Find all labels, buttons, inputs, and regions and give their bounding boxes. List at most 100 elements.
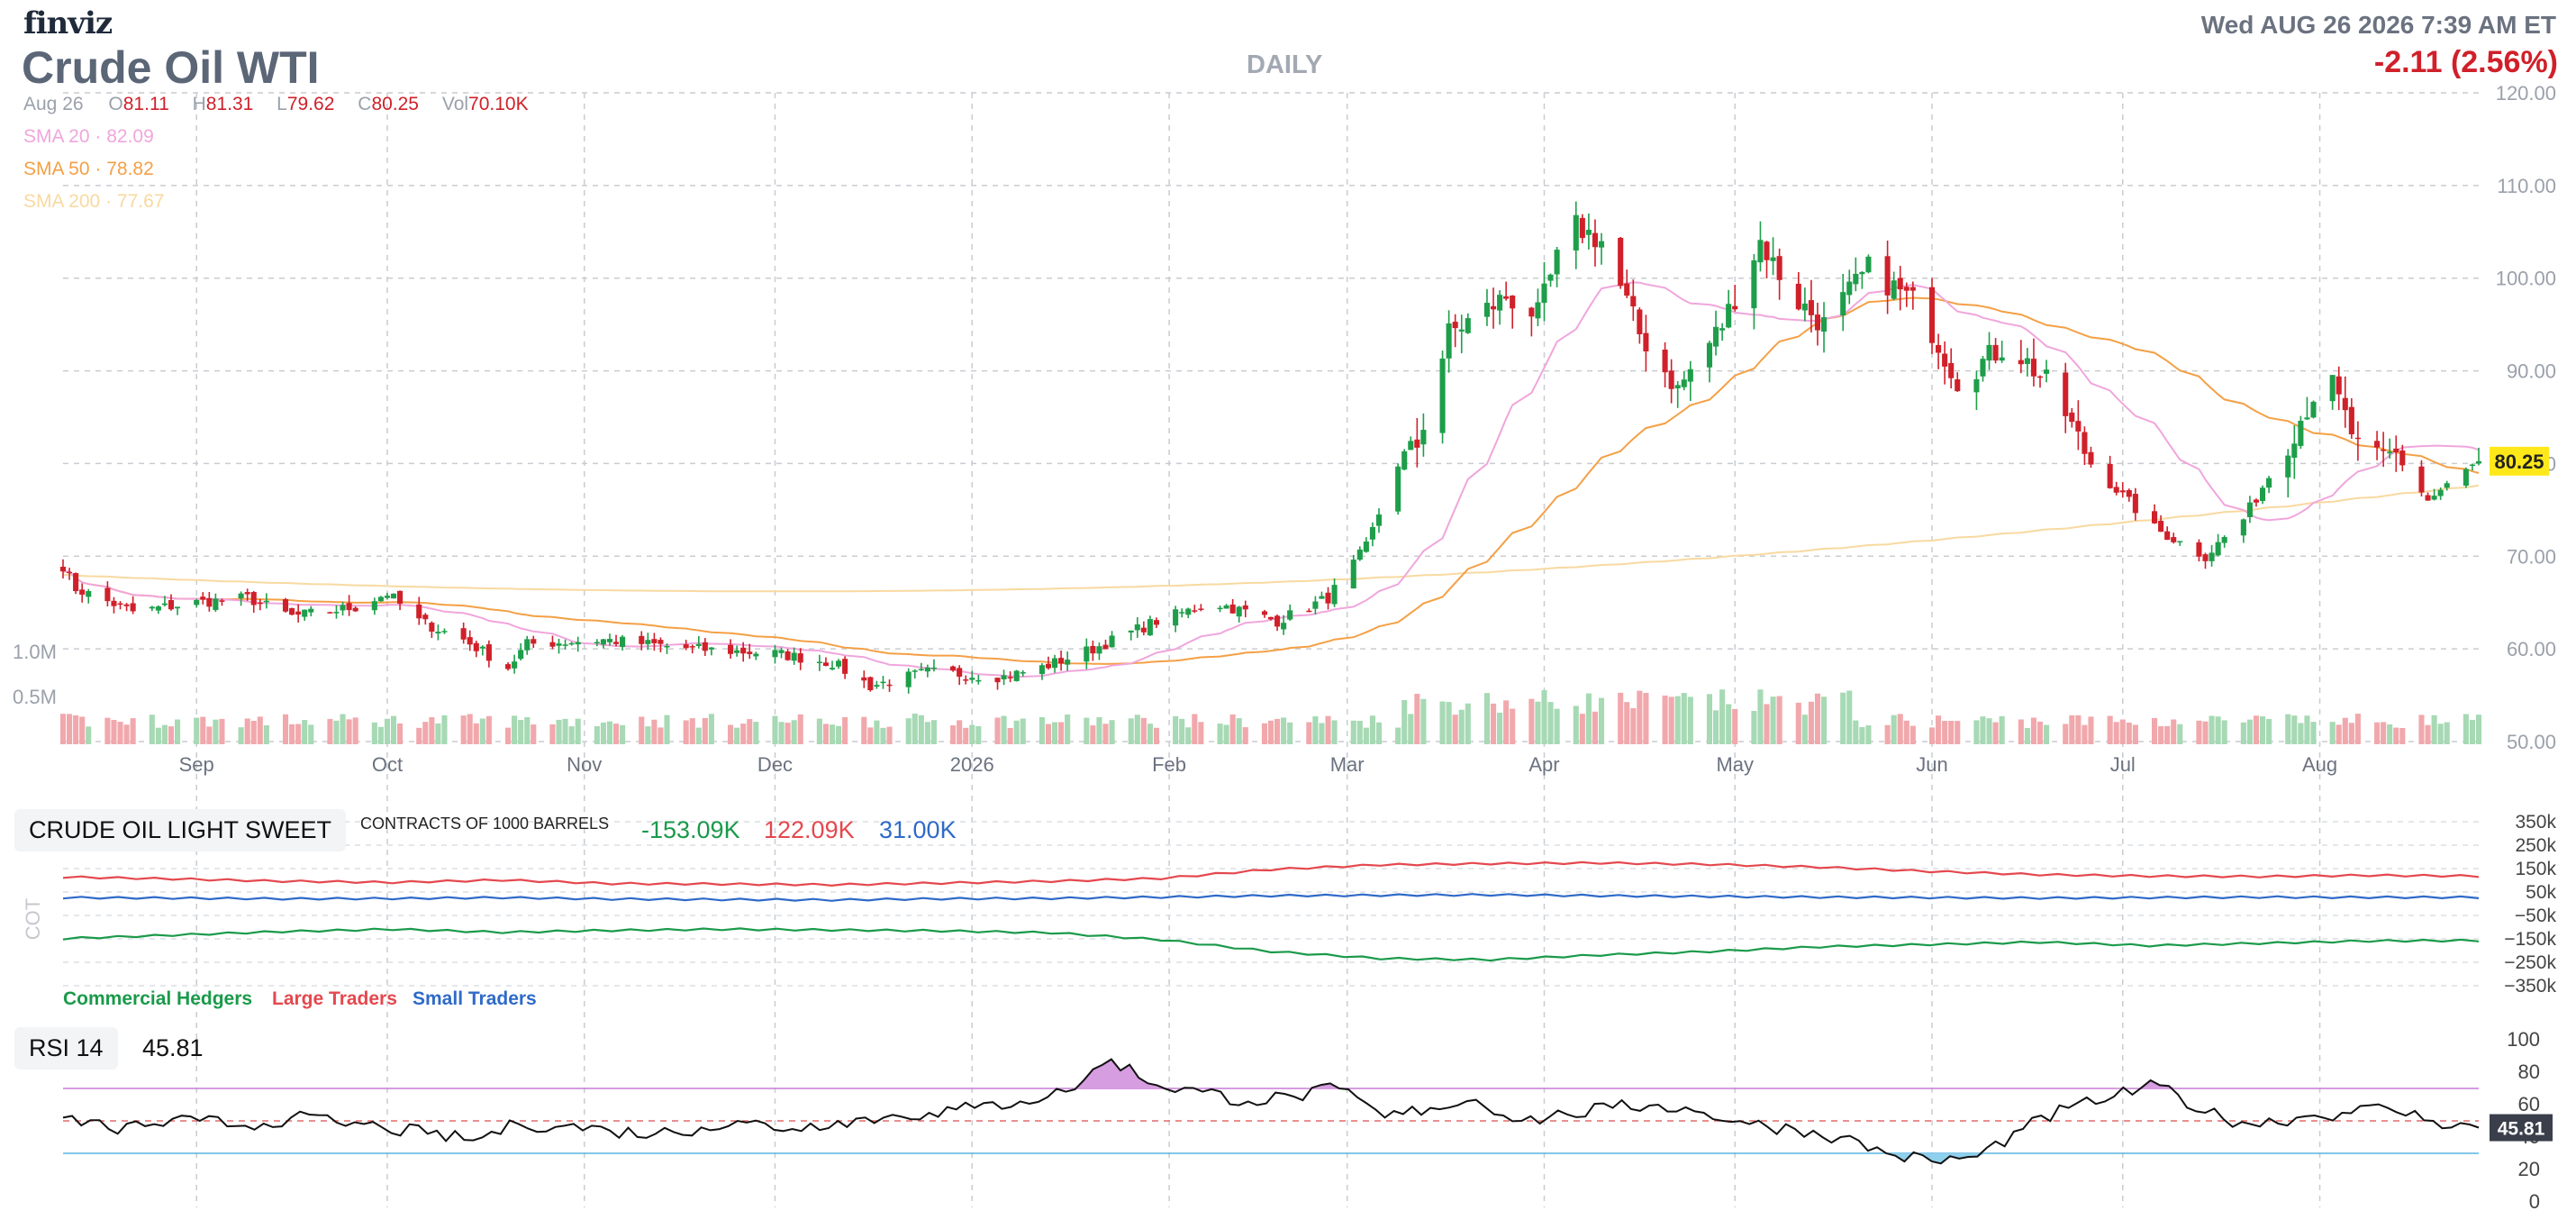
volume-bar [861, 716, 867, 744]
candle-body [594, 642, 600, 643]
cot-small-value: 31.00K [879, 816, 957, 843]
volume-bar [1223, 724, 1229, 744]
candle-body [1770, 257, 1776, 261]
candle-body [734, 650, 740, 653]
candle-body [664, 645, 670, 648]
volume-bar [1084, 717, 1090, 744]
high-value: 81.31 [205, 94, 254, 114]
volume-bar [2221, 720, 2227, 744]
candle-body [785, 651, 791, 660]
finviz-logo[interactable]: finviz [23, 5, 113, 41]
volume-bar [2437, 724, 2444, 744]
candle-body [2177, 541, 2183, 543]
candle-body [822, 662, 829, 666]
rsi-y-tick-label: 100 [2507, 1028, 2540, 1051]
rsi-panel-label[interactable]: RSI 14 [14, 1027, 118, 1070]
candle-body [1719, 328, 1726, 331]
volume-bar [346, 719, 352, 744]
candle-body [1375, 514, 1383, 526]
candle-body [702, 642, 708, 651]
candle-body [2431, 496, 2437, 500]
candle-body [1598, 241, 1605, 248]
cot-y-tick-label: 150k [2515, 859, 2556, 879]
volume-bar [302, 720, 308, 744]
candle-body [1585, 230, 1592, 235]
candle-body [600, 639, 606, 645]
candle-body [67, 571, 73, 574]
volume-bar [2463, 714, 2469, 744]
volume-bar [1547, 702, 1554, 744]
volume-bar [2044, 724, 2050, 744]
cot-y-tick-label: −150k [2504, 929, 2556, 950]
candle-body [531, 639, 537, 644]
y-tick-label: 70.00 [2507, 545, 2556, 568]
volume-bar [664, 715, 670, 744]
volume-bar [1624, 702, 1630, 744]
candle-body [200, 596, 206, 600]
candle-body [2082, 432, 2088, 454]
volume-bar [435, 723, 441, 744]
volume-bar [213, 719, 219, 744]
volume-bar [2171, 719, 2177, 744]
candle-body [460, 628, 467, 640]
candle-body [435, 632, 441, 634]
volume-bar [1630, 707, 1637, 744]
volume-bar [479, 718, 485, 744]
candle-body [612, 642, 620, 644]
x-tick-label: May [1716, 753, 1754, 776]
volume-bar [333, 720, 340, 744]
high-key: H [192, 94, 206, 114]
candle-body [1955, 378, 1961, 392]
candle-body [1980, 359, 1986, 377]
cot-panel-label[interactable]: CRUDE OIL LIGHT SWEET [14, 809, 347, 851]
sma-200-legend[interactable]: SMA 200 · 77.67 [23, 191, 165, 212]
rsi-line [62, 1058, 2480, 1165]
candle-body [1261, 611, 1267, 615]
sma-20-legend[interactable]: SMA 20 · 82.09 [23, 126, 154, 147]
sma-50-legend[interactable]: SMA 50 · 78.82 [23, 159, 154, 179]
candle-body [2266, 478, 2272, 488]
sma-50-line [62, 296, 2480, 665]
volume-bar [2063, 724, 2069, 744]
candle-body [1795, 283, 1801, 310]
candle-body [390, 593, 397, 599]
timeframe-label[interactable]: DAILY [1247, 50, 1323, 79]
volume-bar [1439, 701, 1446, 744]
y-tick-label: 110.00 [2497, 175, 2556, 197]
candle-body [174, 606, 181, 609]
candle-body [1713, 326, 1719, 347]
volume-bar [2209, 715, 2215, 744]
volume-bar [238, 727, 244, 744]
candle-body [2036, 376, 2044, 378]
candle-body [1618, 237, 1624, 287]
volume-bar [1192, 714, 1198, 744]
low-key: L [277, 94, 287, 114]
volume-bar [1173, 715, 1179, 744]
volume-bar [836, 725, 842, 744]
volume-bar [73, 715, 79, 744]
volume-bar [2431, 715, 2437, 744]
volume-bar [1102, 724, 1109, 744]
x-tick-label: Nov [567, 753, 602, 776]
volume-bar [874, 720, 880, 744]
candle-body [1624, 283, 1630, 296]
candle-body [1751, 259, 1757, 309]
candle-body [1535, 302, 1541, 319]
candle-body [963, 679, 969, 681]
candle-body [1229, 604, 1236, 614]
candle-body [1999, 357, 2005, 361]
volume-bar [2240, 722, 2246, 744]
volume-bar [912, 714, 918, 744]
candle-body [384, 596, 390, 598]
x-tick-label: Sep [179, 753, 214, 776]
candle-body [2291, 443, 2298, 458]
candle-body [2088, 451, 2094, 465]
candle-body [708, 647, 714, 650]
candle-body [2253, 499, 2260, 503]
candle-body [1001, 675, 1007, 679]
candle-body [2418, 466, 2425, 493]
candle-body [836, 660, 842, 667]
candle-body [244, 592, 250, 595]
cot-commercial-value: -153.09K [641, 816, 740, 843]
x-tick-label: 2026 [950, 753, 994, 776]
